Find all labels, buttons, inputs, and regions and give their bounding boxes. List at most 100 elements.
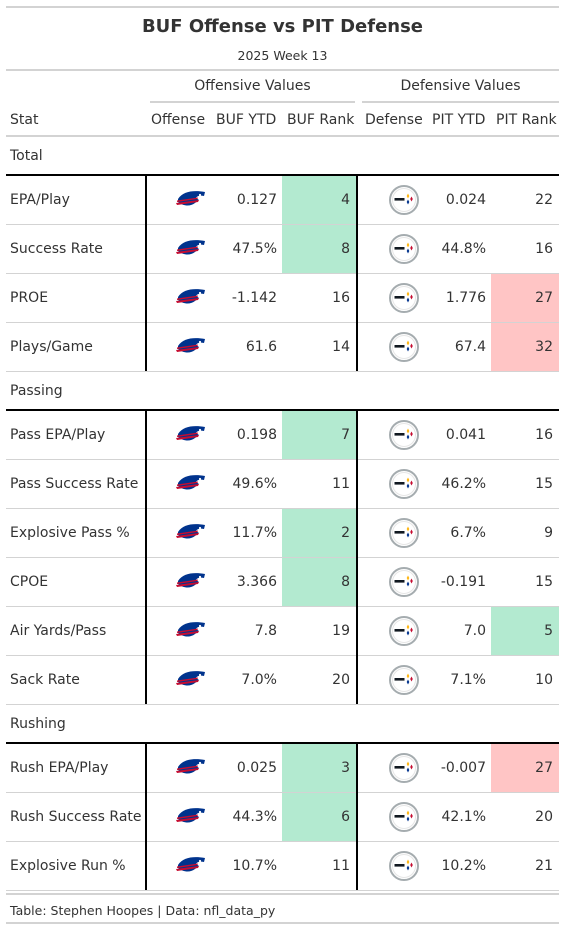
buf-rank-value: 8 [282,558,356,606]
col-header-buf-rank: BUF Rank [287,112,355,128]
buf-rank-value: 7 [282,411,356,459]
row-divider [6,273,559,274]
pit-rank-value: 20 [535,809,553,825]
row-divider [6,704,559,705]
table-top-rule [6,6,559,8]
pit-ytd-value: 7.1% [450,672,486,688]
table-row: Rush EPA/Play 0.025 3 -0.007 27 [6,744,559,793]
table-row: Pass EPA/Play 0.198 7 0.041 16 [6,411,559,460]
pit-rank-value: 27 [491,274,559,322]
steelers-logo-icon [389,802,419,836]
buf-ytd-value: 3.366 [236,574,277,590]
table-footer: Table: Stephen Hoopes | Data: nfl_data_p… [6,893,559,918]
stat-label: Pass Success Rate [10,476,139,492]
buf-ytd-value: 44.3% [232,809,277,825]
group-header-passing: Passing [6,372,559,411]
buf-ytd-value: 0.025 [236,760,277,776]
buf-rank-value: 4 [282,176,356,224]
pit-rank-value: 16 [535,241,553,257]
bills-logo-icon [175,807,207,831]
pit-ytd-value: 6.7% [450,525,486,541]
buf-ytd-value: 7.8 [254,623,277,639]
stat-label: Rush EPA/Play [10,760,109,776]
bills-logo-icon [175,239,207,263]
column-divider [145,409,147,704]
table-title: BUF Offense vs PIT Defense [141,16,424,37]
column-divider [356,409,358,704]
pit-rank-value: 5 [491,607,559,655]
pit-ytd-value: 44.8% [441,241,486,257]
row-divider [6,655,559,656]
pit-rank-value: 27 [491,744,559,792]
column-divider [145,742,147,890]
row-divider [6,508,559,509]
col-header-pit-ytd: PIT YTD [432,112,486,128]
table-row: Explosive Pass % 11.7% 2 6.7% 9 [6,509,559,558]
stat-label: EPA/Play [10,192,70,208]
table-row: Pass Success Rate 49.6% 11 46.2% 15 [6,460,559,509]
row-divider [6,841,559,842]
row-divider [6,459,559,460]
buf-rank-value: 2 [282,509,356,557]
bills-logo-icon [175,474,207,498]
pit-ytd-value: 46.2% [441,476,486,492]
table-row: PROE -1.142 16 1.776 27 [6,274,559,323]
buf-ytd-value: 0.127 [236,192,277,208]
col-header-offense: Offense [151,112,206,128]
buf-ytd-value: 10.7% [232,858,277,874]
pit-ytd-value: 7.0 [463,623,486,639]
group-top-rule [6,742,559,744]
buf-rank-value: 6 [282,793,356,841]
buf-ytd-value: 47.5% [232,241,277,257]
steelers-logo-icon [389,332,419,366]
row-divider [6,606,559,607]
pit-ytd-value: 1.776 [445,290,486,306]
row-divider [6,224,559,225]
stat-label: PROE [10,290,49,306]
steelers-logo-icon [389,185,419,219]
pit-rank-value: 22 [535,192,553,208]
steelers-logo-icon [389,469,419,503]
pit-ytd-value: -0.191 [440,574,486,590]
table-row: Explosive Run % 10.7% 11 10.2% 21 [6,842,559,891]
spanner-defensive-rule [362,101,559,103]
table-row: Success Rate 47.5% 8 44.8% 16 [6,225,559,274]
pit-ytd-value: 67.4 [454,339,486,355]
table-bottom-rule [6,922,559,924]
buf-rank-value: 19 [332,623,350,639]
col-header-pit-rank: PIT Rank [496,112,557,128]
stat-label: Air Yards/Pass [10,623,107,639]
row-divider [6,557,559,558]
pit-rank-value: 32 [491,323,559,371]
table-row: Air Yards/Pass 7.8 19 7.0 5 [6,607,559,656]
buf-ytd-value: 49.6% [232,476,277,492]
buf-ytd-value: 0.198 [236,427,277,443]
pit-ytd-value: 0.024 [445,192,486,208]
buf-rank-value: 11 [332,858,350,874]
bills-logo-icon [175,337,207,361]
row-divider [6,371,559,372]
steelers-logo-icon [389,518,419,552]
steelers-logo-icon [389,753,419,787]
table-row: CPOE 3.366 8 -0.191 15 [6,558,559,607]
source-note: Table: Stephen Hoopes | Data: nfl_data_p… [10,903,276,918]
steelers-logo-icon [389,234,419,268]
spanner-offensive-rule [150,101,355,103]
steelers-logo-icon [389,616,419,650]
buf-ytd-value: 11.7% [232,525,277,541]
buf-rank-value: 14 [332,339,350,355]
pit-ytd-value: 42.1% [441,809,486,825]
buf-ytd-value: 61.6 [245,339,277,355]
column-divider [356,742,358,890]
spanner-offensive-values: Offensive Values [194,78,311,94]
col-header-stat: Stat [10,112,39,128]
table-row: Sack Rate 7.0% 20 7.1% 10 [6,656,559,705]
bills-logo-icon [175,670,207,694]
stat-label: Pass EPA/Play [10,427,106,443]
pit-ytd-value: -0.007 [440,760,486,776]
group-header-total: Total [6,137,559,176]
bills-logo-icon [175,190,207,214]
buf-rank-value: 11 [332,476,350,492]
buf-rank-value: 3 [282,744,356,792]
steelers-logo-icon [389,283,419,317]
